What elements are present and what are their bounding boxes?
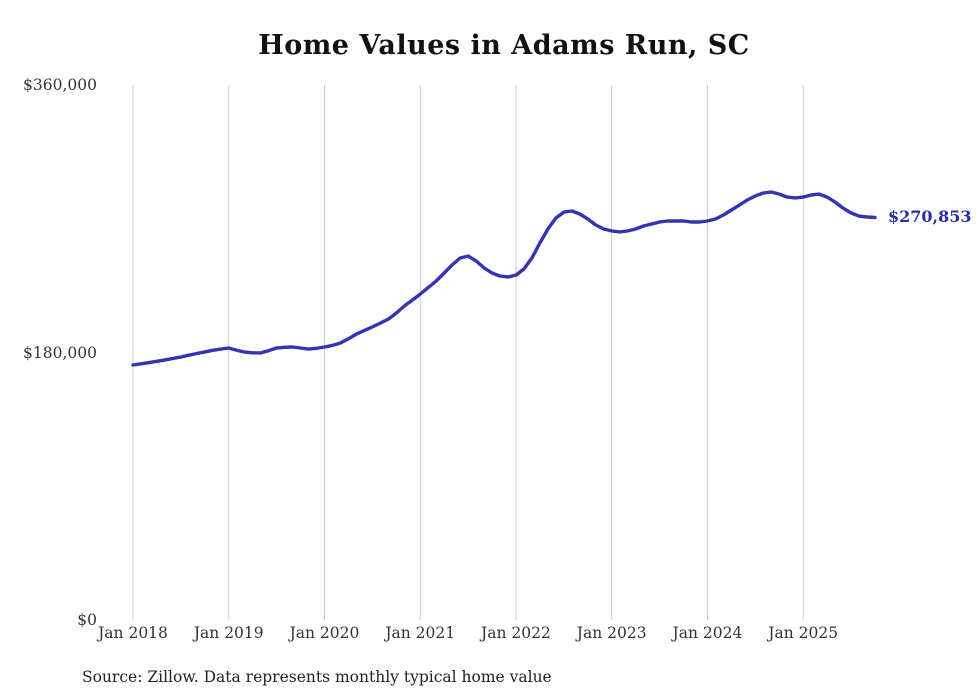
x-axis-tick-label: Jan 2019 [193, 624, 264, 642]
y-axis-tick-label-180000: $180,000 [23, 344, 97, 362]
end-value-label: $270,853 [888, 207, 972, 227]
chart-title: Home Values in Adams Run, SC [258, 30, 750, 61]
y-axis-tick-label-360000: $360,000 [23, 76, 97, 94]
x-axis-tick-label: Jan 2023 [576, 624, 647, 642]
home-value-line [131, 190, 877, 367]
source-note: Source: Zillow. Data represents monthly … [82, 668, 552, 686]
y-axis-tick-label-0: $0 [77, 611, 97, 629]
x-axis-tick-label: Jan 2022 [481, 624, 551, 642]
x-axis-tick-label: Jan 2024 [672, 624, 743, 642]
x-axis-tick-label: Jan 2021 [385, 624, 456, 642]
x-axis-tick-label: Jan 2020 [289, 624, 360, 642]
x-axis-tick-label: Jan 2018 [98, 624, 168, 642]
x-axis-tick-label: Jan 2025 [768, 624, 839, 642]
